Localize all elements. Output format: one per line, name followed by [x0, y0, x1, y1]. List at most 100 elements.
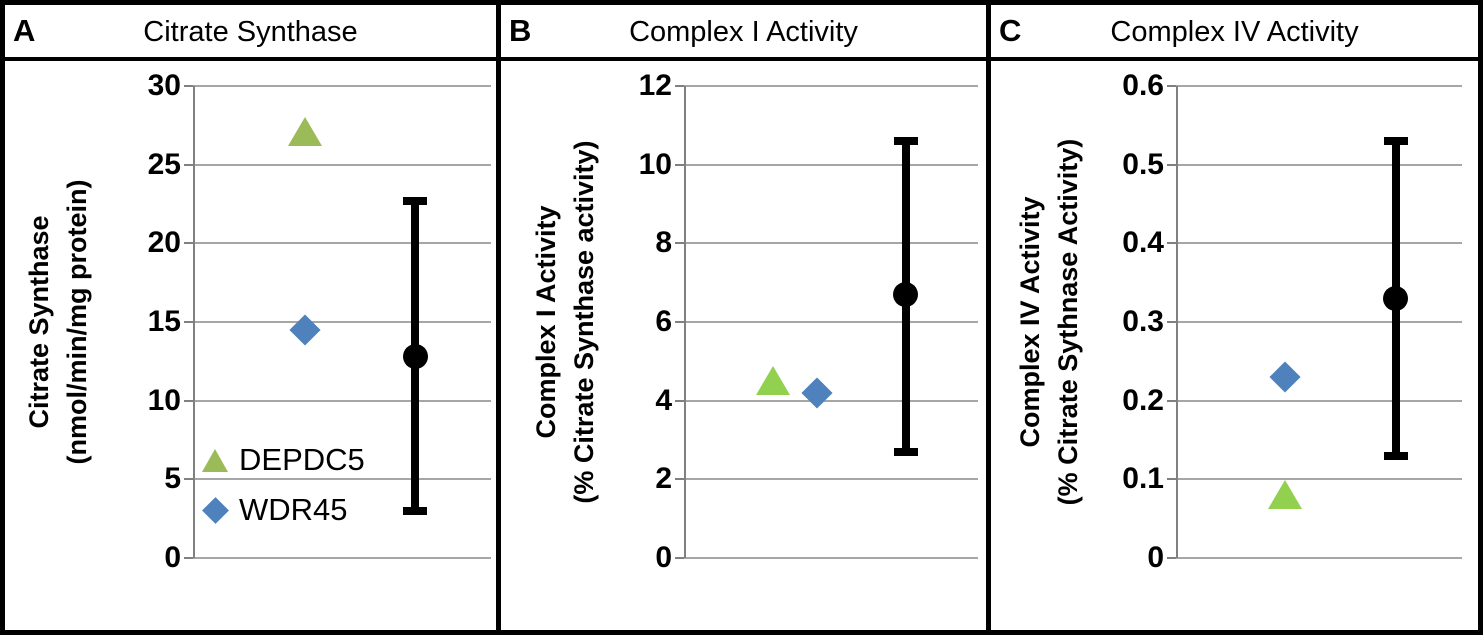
errorbar-bottom-cap — [893, 447, 918, 456]
y-axis-tick — [675, 399, 684, 402]
panel-divider — [496, 5, 501, 630]
gridline — [1176, 163, 1462, 166]
y-axis-line — [193, 86, 195, 558]
wdr45-diamond-marker — [1269, 361, 1301, 393]
gridline — [193, 163, 491, 166]
panel-B-letter: B — [509, 13, 532, 48]
mean-circle-marker — [402, 344, 428, 370]
legend-marker-box — [198, 496, 232, 524]
y-axis-tick — [184, 478, 193, 481]
panel-C: C Complex IV Activity Complex IV Activit… — [991, 5, 1478, 630]
gridline — [193, 478, 491, 481]
ytick-label: 6 — [655, 305, 672, 338]
legend-label-depdc5: DEPDC5 — [239, 442, 365, 477]
gridline — [684, 557, 978, 559]
ytick-label: 10 — [147, 383, 181, 417]
ytick-label: 10 — [638, 147, 672, 181]
y-axis-tick — [1167, 399, 1176, 402]
legend-label-wdr45: WDR45 — [239, 492, 348, 527]
y-axis-tick — [1167, 242, 1176, 245]
ytick-label: 0 — [1147, 541, 1164, 574]
y-axis-tick — [675, 242, 684, 245]
legend: DEPDC5 WDR45 — [198, 435, 365, 535]
ytick-label: 5 — [164, 462, 181, 496]
y-axis-line — [1176, 86, 1178, 558]
errorbar-top-cap — [1383, 137, 1408, 146]
plot-area-A: 0 5 10 15 20 25 30 — [5, 5, 496, 630]
gridline — [684, 85, 978, 87]
gridline — [193, 321, 491, 323]
y-axis-tick — [1167, 557, 1176, 559]
depdc5-triangle-icon — [202, 448, 228, 472]
ytick-label: 0.4 — [1122, 226, 1164, 260]
errorbar-top-cap — [403, 196, 427, 205]
gridline — [193, 399, 491, 402]
y-axis-line — [684, 86, 686, 558]
ytick-label: 0 — [655, 541, 672, 574]
ytick-label: 0.1 — [1122, 462, 1164, 496]
y-axis-tick — [184, 85, 193, 87]
ytick-label: 15 — [147, 305, 181, 338]
gridline — [1176, 557, 1462, 559]
ytick-label: 30 — [147, 69, 181, 102]
errorbar-bottom-cap — [1383, 451, 1408, 460]
panel-divider — [986, 5, 991, 630]
y-axis-tick — [1167, 163, 1176, 166]
gridline — [1176, 242, 1462, 245]
y-axis-tick — [184, 557, 193, 559]
y-axis-tick — [675, 478, 684, 481]
gridline — [684, 321, 978, 323]
gridline — [1176, 85, 1462, 87]
gridline — [1176, 399, 1462, 402]
y-axis-tick — [184, 163, 193, 166]
mean-circle-marker — [893, 281, 919, 307]
gridline — [1176, 321, 1462, 323]
panel-A-letter: A — [13, 13, 36, 48]
depdc5-triangle-marker — [1267, 480, 1302, 510]
y-axis-tick — [1167, 478, 1176, 481]
gridline — [193, 85, 491, 87]
errorbar-top-cap — [893, 137, 918, 146]
gridline — [684, 242, 978, 245]
ytick-label: 2 — [655, 462, 672, 496]
panel-A: A Citrate Synthase Citrate Synthase (nmo… — [5, 5, 496, 630]
y-axis-tick — [1167, 321, 1176, 323]
gridline — [193, 242, 491, 245]
wdr45-diamond-marker — [289, 314, 321, 346]
gridline — [1176, 478, 1462, 481]
errorbar-bottom-cap — [403, 506, 427, 515]
panel-C-title: Complex IV Activity — [1110, 16, 1359, 48]
y-axis-tick — [675, 321, 684, 323]
panel-B: B Complex I Activity Complex I Activity … — [501, 5, 986, 630]
ytick-label: 0.6 — [1122, 69, 1164, 102]
wdr45-diamond-icon — [201, 496, 229, 524]
ytick-label: 8 — [655, 226, 672, 260]
y-axis-tick — [675, 85, 684, 87]
y-axis-tick — [675, 163, 684, 166]
panel-B-title: Complex I Activity — [629, 16, 858, 48]
ytick-label: 20 — [147, 226, 181, 260]
gridline — [684, 163, 978, 166]
ytick-label: 0.3 — [1122, 305, 1164, 338]
depdc5-triangle-marker — [288, 116, 323, 146]
ytick-label: 12 — [638, 69, 672, 102]
gridline — [193, 557, 491, 559]
ytick-label: 0 — [164, 541, 181, 574]
wdr45-diamond-marker — [801, 377, 833, 409]
depdc5-triangle-marker — [756, 366, 791, 395]
mean-circle-marker — [1383, 285, 1409, 311]
panel-C-title-band: C Complex IV Activity — [991, 5, 1478, 61]
y-axis-tick — [184, 242, 193, 245]
plot-area-C: 0 0.1 0.2 0.3 0.4 0.5 0.6 — [991, 5, 1478, 630]
gridline — [684, 478, 978, 481]
panel-A-title-band: A Citrate Synthase — [5, 5, 496, 61]
ytick-label: 0.2 — [1122, 383, 1164, 417]
legend-row-wdr45: WDR45 — [198, 485, 365, 535]
plot-area-B: 0 2 4 6 8 10 12 — [501, 5, 986, 630]
legend-row-depdc5: DEPDC5 — [198, 435, 365, 485]
ytick-label: 0.5 — [1122, 147, 1164, 181]
legend-marker-box — [198, 448, 232, 472]
y-axis-tick — [675, 557, 684, 559]
gridline — [684, 399, 978, 402]
y-axis-tick — [184, 321, 193, 323]
